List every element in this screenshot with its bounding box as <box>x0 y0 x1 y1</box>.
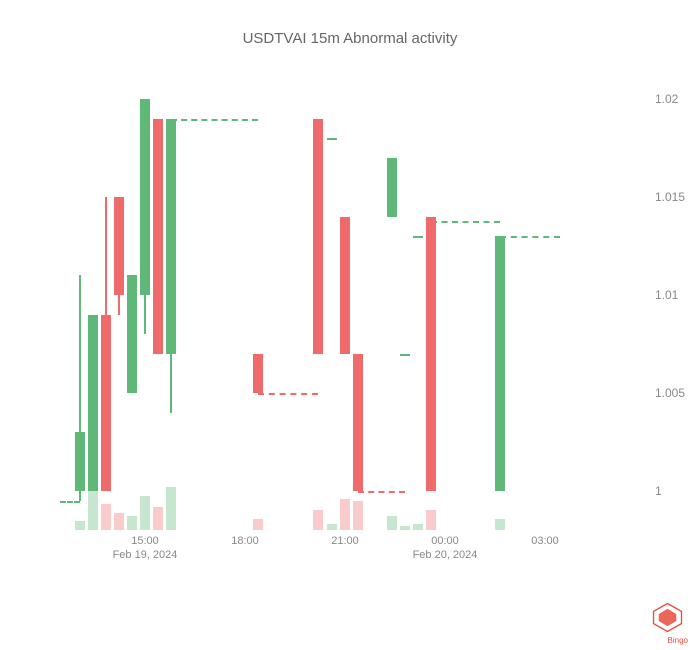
x-tick-label: 03:00 <box>531 535 559 547</box>
brand-logo-icon <box>650 600 685 635</box>
y-tick-label: 1.02 <box>655 92 678 106</box>
x-tick-label: 21:00 <box>331 535 359 547</box>
volume-bar <box>426 510 436 530</box>
volume-bar <box>101 504 111 530</box>
reference-line <box>171 119 258 121</box>
candle-body <box>88 315 98 491</box>
x-date-label: Feb 19, 2024 <box>113 549 178 561</box>
candle-body <box>101 315 111 491</box>
x-tick-label: 18:00 <box>231 535 259 547</box>
candle-body <box>400 354 410 356</box>
reference-line <box>358 491 405 493</box>
candle-body <box>166 119 176 354</box>
volume-bar <box>413 524 423 530</box>
volume-bar <box>327 524 337 530</box>
volume-bar <box>400 526 410 530</box>
candle-body <box>127 275 137 393</box>
candle-body <box>387 158 397 217</box>
candle-body <box>253 354 263 393</box>
volume-bar <box>387 516 397 530</box>
volume-bar <box>153 507 163 530</box>
candle-body <box>353 354 363 491</box>
volume-bar <box>114 513 124 530</box>
volume-bar <box>495 519 505 530</box>
x-date-label: Feb 20, 2024 <box>413 549 478 561</box>
brand-logo-text: Bingo <box>668 636 688 645</box>
candle-body <box>140 99 150 295</box>
volume-bar <box>313 510 323 530</box>
y-tick-label: 1.01 <box>655 288 678 302</box>
volume-bar <box>253 519 263 530</box>
candle-body <box>413 236 423 238</box>
reference-line <box>258 393 318 395</box>
reference-line <box>431 221 500 223</box>
x-tick-label: 15:00 <box>131 535 159 547</box>
volume-bar <box>340 499 350 530</box>
candle-body <box>495 236 505 491</box>
candle-body <box>426 217 436 491</box>
volume-bar <box>75 521 85 530</box>
candle-body <box>153 119 163 354</box>
chart-plot-area <box>60 60 560 530</box>
candle-body <box>114 197 124 295</box>
reference-line <box>60 501 80 503</box>
volume-bar <box>127 516 137 530</box>
y-tick-label: 1.005 <box>655 386 685 400</box>
volume-bar <box>140 496 150 530</box>
x-tick-label: 00:00 <box>431 535 459 547</box>
y-tick-label: 1 <box>655 484 662 498</box>
reference-line <box>500 236 560 238</box>
candle-body <box>313 119 323 354</box>
candle-body <box>75 432 85 491</box>
candle-body <box>327 138 337 140</box>
y-tick-label: 1.015 <box>655 190 685 204</box>
candle-body <box>340 217 350 354</box>
volume-bar <box>353 501 363 530</box>
chart-title: USDTVAI 15m Abnormal activity <box>0 30 700 47</box>
volume-bar <box>166 487 176 530</box>
